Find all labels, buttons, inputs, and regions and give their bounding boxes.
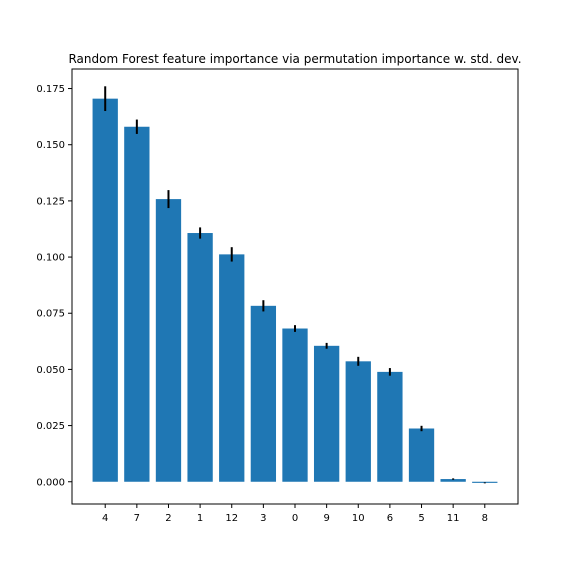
x-tick-label: 6 xyxy=(387,513,393,524)
x-tick-label: 5 xyxy=(418,513,424,524)
y-tick-label: 0.075 xyxy=(36,309,65,320)
bar-1 xyxy=(187,233,213,482)
error-bars xyxy=(104,86,486,484)
y-tick-label: 0.100 xyxy=(36,253,65,264)
y-tick-label: 0.150 xyxy=(36,140,65,151)
x-axis: 4 7 2 1 12 3 0 9 10 6 5 11 8 xyxy=(102,504,488,524)
x-tick-label: 8 xyxy=(482,513,488,524)
x-tick-label: 7 xyxy=(134,513,140,524)
y-tick-label: 0.125 xyxy=(36,196,65,207)
y-axis: 0.000 0.025 0.050 0.075 0.100 0.125 0.150 0.175 xyxy=(36,84,72,488)
chart-title: Random Forest feature importance via per… xyxy=(68,52,521,66)
bar-6 xyxy=(377,371,403,482)
x-tick-label: 4 xyxy=(102,513,108,524)
y-tick-label: 0.000 xyxy=(36,477,65,488)
bar-5 xyxy=(408,428,435,482)
x-tick-label: 3 xyxy=(260,513,266,524)
bar-2 xyxy=(155,199,182,482)
bar-8 xyxy=(472,481,498,483)
bar-10 xyxy=(345,361,371,482)
bar-0 xyxy=(282,328,308,482)
bar-11 xyxy=(440,479,466,482)
x-tick-label: 2 xyxy=(165,513,171,524)
bar-7 xyxy=(124,126,150,482)
x-tick-label: 10 xyxy=(352,513,365,524)
x-tick-label: 0 xyxy=(292,513,298,524)
x-tick-label: 1 xyxy=(197,513,203,524)
x-tick-label: 9 xyxy=(323,513,329,524)
y-tick-label: 0.025 xyxy=(36,421,65,432)
x-tick-label: 11 xyxy=(447,513,460,524)
bar-4 xyxy=(92,98,118,482)
bar-9 xyxy=(313,345,340,482)
bars xyxy=(92,98,498,483)
y-tick-label: 0.050 xyxy=(36,365,65,376)
bar-3 xyxy=(250,305,277,482)
x-tick-label: 12 xyxy=(225,513,238,524)
y-tick-label: 0.175 xyxy=(36,84,65,95)
bar-12 xyxy=(219,254,245,482)
